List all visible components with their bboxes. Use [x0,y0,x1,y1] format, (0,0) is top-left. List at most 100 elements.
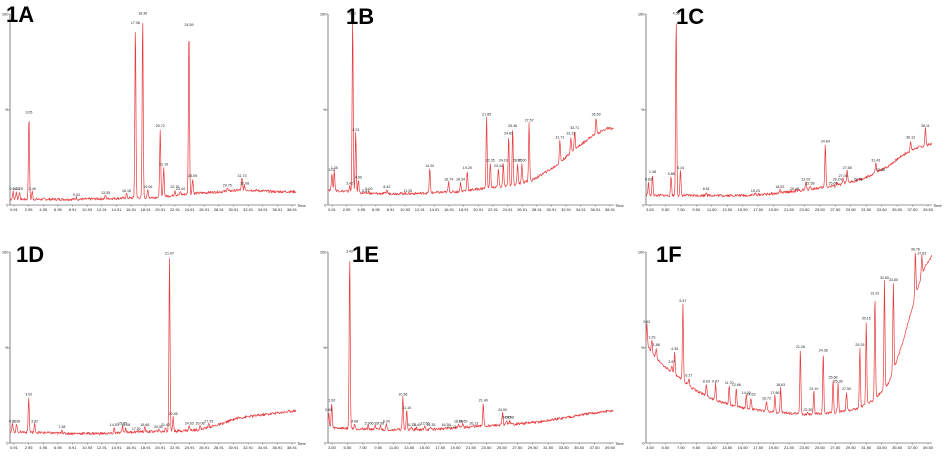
x-tick-label: 16.91 [126,207,137,212]
peak-label: 24.64 [821,139,830,143]
y-tick-label: 0 [324,440,327,445]
x-tick-label: 7.50 [677,445,686,450]
peak-label: 12.40 [412,423,421,427]
x-tick-label: 13.50 [722,207,733,212]
x-tick-label: 17.50 [753,445,764,450]
x-tick-label: 32.91 [561,207,572,212]
peak-label: 18.53 [775,185,784,189]
x-tick-label: 12.91 [415,207,426,212]
x-tick-label: 30.91 [228,207,239,212]
x-tick-label: 34.91 [258,207,269,212]
x-tick-label: 6.95 [372,207,381,212]
panel-1b: 1B 100% 0 0.91 2.95 4.95 6.95 8.91 10.93 12.91 14… [318,0,625,226]
x-tick-label: 4.95 [357,207,366,212]
x-tick-label: 0.91 [10,445,19,450]
peak-label: 17.86 [770,391,779,395]
peak-label: 6.00 [365,187,372,191]
peak-label: 17.12 [447,425,456,429]
x-tick-label: 16.91 [126,445,137,450]
x-tick-label: 5.50 [344,445,353,450]
x-tick-label: 36.91 [590,207,601,212]
x-tick-label: 35.50 [892,445,903,450]
peak-label: 24.36 [819,349,828,353]
x-tick-label: 20.91 [473,207,484,212]
peak-label: 32.60 [880,276,889,280]
peak-label: 25.36 [508,124,517,128]
peak-label: 1.35 [13,187,20,191]
peak-label: 9.43 [73,193,80,197]
x-tick-label: 15.50 [420,445,431,450]
x-tick-label: 31.50 [861,207,872,212]
peak-label: 26.02 [513,158,522,162]
peak-label: 23.44 [494,164,503,168]
peak-label: 32.08 [240,181,249,185]
peak-label: 3.88 [668,172,675,176]
peak-label: 22.02 [801,178,810,182]
peak-label: 18.36 [138,11,147,15]
x-tick-label: 31.50 [861,445,872,450]
peak-label: 8.63 [703,379,710,383]
x-tick-label: 5.50 [662,445,671,450]
peak-label: 1.38 [13,419,20,423]
x-tick-label: 37.50 [590,445,601,450]
peak-label: 18.34 [456,178,465,182]
peak-label: 27.25 [204,419,213,423]
chromatogram-1b: 100% 00.91 2.95 4.95 6.95 8.91 10.93 12.91 14.91… [320,11,625,212]
peak-label: 7.48 [58,425,65,429]
x-tick-label: 35.50 [892,207,903,212]
peak-label: 14.00 [742,391,751,395]
peak-label: 24.10 [499,158,508,162]
y-tick-label: 0 [6,202,9,207]
x-tick-label: 11.50 [389,445,399,450]
peak-label: 5.57 [362,189,369,193]
x-tick-label: 25.50 [815,207,826,212]
peak-label: 22.58 [806,181,815,185]
peak-label: 3.42 [346,181,353,185]
x-tick-label: 28.91 [532,207,543,212]
peak-label: 22.30 [803,408,812,412]
panel-label: 1B [346,4,375,29]
x-tick-label: 11.50 [707,207,717,212]
peak-label: 22.70 [170,185,179,189]
x-tick-label: 3.50 [646,207,655,212]
peak-label: 8.42 [383,185,390,189]
peak-label: 16.18 [122,189,131,193]
panel-label: 1D [16,242,45,267]
x-axis-unit: Time [297,203,307,208]
peak-label: 27.04 [839,174,848,178]
y-tick-label: 100 [638,249,645,254]
x-tick-label: 2.95 [25,445,34,450]
x-tick-label: 5.50 [662,207,671,212]
x-tick-label: 37.50 [908,207,919,212]
x-tick-label: 26.91 [517,207,528,212]
peak-label: 38.11 [921,124,930,128]
peak-label: 0.62 [643,320,650,324]
peak-label: 1.29 [648,335,655,339]
panel-label: 1F [656,242,682,267]
peak-label: 12.66 [732,383,741,387]
peak-label: 24.96 [505,416,514,420]
x-tick-label: 19.50 [451,445,462,450]
peak-label: 3.82 [31,419,38,423]
x-tick-label: 26.91 [199,445,210,450]
peak-label: 3.05 [25,111,32,115]
peak-label: 27.50 [842,387,851,391]
peak-label: 16.08 [121,423,130,427]
panel-label: 1C [676,4,705,29]
x-tick-label: 12.91 [97,207,108,212]
peak-label: 0.83 [645,178,652,182]
peak-label: 30.15 [862,316,871,320]
peak-label: 36.12 [906,136,915,140]
peak-label: 36.76 [911,248,920,252]
peak-label: 21.28 [796,345,805,349]
peak-label: 20.48 [790,187,799,191]
chromatogram-trace [645,23,933,198]
x-tick-label: 28.91 [214,445,225,450]
peak-label: 5.47 [679,299,686,303]
x-tick-label: 7.50 [677,207,686,212]
peak-label: 15.23 [751,189,760,193]
x-tick-label: 3.50 [646,445,655,450]
x-tick-label: 4.95 [39,445,48,450]
panel-label: 1E [352,242,379,267]
x-tick-label: 9.50 [692,445,701,450]
